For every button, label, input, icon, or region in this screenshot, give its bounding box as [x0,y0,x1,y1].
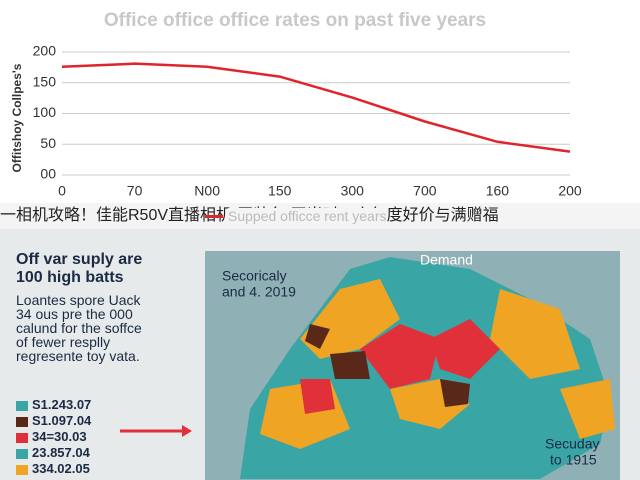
y-tick-label: 50 [40,135,56,151]
legend-swatch [16,464,28,475]
legend-item: S1.097.04 [16,413,91,428]
map-region [490,289,580,379]
map-region [560,379,615,439]
x-tick-label: 700 [413,183,437,199]
map-label: to 1915 [550,452,597,468]
legend-label: S1.243.07 [32,397,92,412]
legend-label: 334.02.05 [32,461,90,476]
x-tick-label: 70 [127,183,143,199]
legend-swatch [205,215,223,218]
x-tick-label: 0 [58,183,66,199]
x-tick-label: 200 [558,183,582,199]
x-tick-label: 300 [341,183,365,199]
body-text: Loantes spore Uack [16,292,141,308]
heading: Off var suply are [16,251,143,268]
map-label: Demand [420,252,473,268]
chart-title: Office office office rates on past five … [104,10,486,31]
map-region [305,324,330,349]
legend-label: S1.097.04 [32,413,92,428]
body-text: regresente toy vata. [16,348,140,364]
legend-swatch [16,432,28,443]
chart: Office office office rates on past five … [10,10,582,199]
legend-swatch [16,416,28,427]
line [61,62,571,153]
legend-label: Supped officce rent years [228,208,387,224]
x-tick-label: 160 [486,183,510,199]
legend-item: 34=30.03 [16,429,87,444]
legend-item: 23.857.04 [16,445,90,460]
map-label: and 4. 2019 [222,284,296,300]
legend-swatch [16,448,28,459]
y-axis-label: Offitshoy Collpes's [10,63,24,172]
x-tick-label: 150 [268,183,292,199]
y-tick-label: 00 [40,166,56,182]
map-region [440,379,470,407]
map-region [330,351,370,379]
map-label: Secoricaly [222,268,287,284]
x-tick-label: N00 [194,183,220,199]
y-tick-label: 100 [33,104,57,120]
body-text: of fewer resplly [16,334,111,350]
legend-label: 34=30.03 [32,429,87,444]
legend-swatch [16,400,28,411]
info-panel: Off var suply are 100 high batts Loantes… [0,229,640,480]
map-label: Secuday [545,436,599,452]
legend-item: S1.243.07 [16,397,91,412]
y-tick-label: 200 [33,43,57,59]
body-text: calund for the soffce [16,320,142,336]
heading: 100 high batts [16,269,124,286]
y-tick-label: 150 [33,73,57,89]
map-region [300,379,335,414]
map-region [360,324,440,389]
arrow-head [182,425,192,437]
map-region [430,319,500,379]
body-text: 34 ous pre the 000 [16,306,133,322]
legend-label: 23.857.04 [32,445,90,460]
legend-item: 334.02.05 [16,461,90,476]
map-graphic: Secoricaly and 4. 2019 Demand Secuday to… [120,251,620,480]
